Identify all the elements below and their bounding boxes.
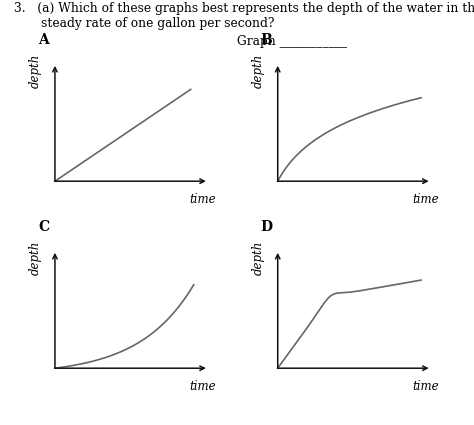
Text: time: time (412, 193, 439, 206)
Text: Graph ___________: Graph ___________ (237, 35, 347, 48)
Text: time: time (190, 380, 216, 393)
Text: steady rate of one gallon per second?: steady rate of one gallon per second? (14, 17, 275, 30)
Text: depth: depth (29, 241, 42, 275)
Text: time: time (412, 380, 439, 393)
Text: C: C (38, 221, 49, 234)
Text: depth: depth (29, 54, 42, 88)
Text: D: D (261, 221, 273, 234)
Text: B: B (261, 34, 273, 47)
Text: 3.   (a) Which of these graphs best represents the depth of the water in the poo: 3. (a) Which of these graphs best repres… (14, 2, 474, 15)
Text: time: time (190, 193, 216, 206)
Text: depth: depth (252, 54, 264, 88)
Text: depth: depth (252, 241, 264, 275)
Text: A: A (38, 34, 49, 47)
